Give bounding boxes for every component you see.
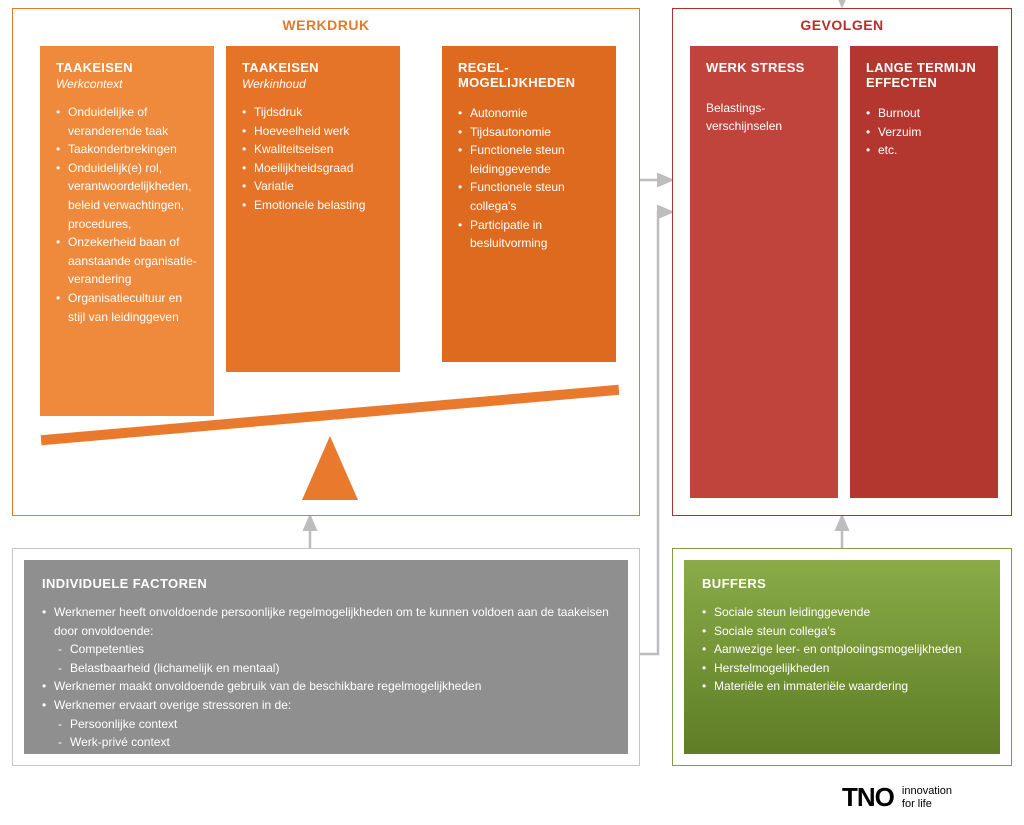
card-title: TAAKEISEN <box>56 60 200 75</box>
list-item: Participatie in besluitvorming <box>458 216 602 253</box>
werkdruk-title: WERKDRUK <box>13 9 639 37</box>
list-item: Herstelmogelijkheden <box>702 659 982 678</box>
list-item: Werknemer ervaart overige stressoren in … <box>42 696 610 752</box>
list-item: Tijdsdruk <box>242 103 386 122</box>
list-item: Werknemer maakt onvoldoende gebruik van … <box>42 677 610 696</box>
list-item: Taakonderbrekingen <box>56 140 200 159</box>
list-item: Functionele steun collega's <box>458 178 602 215</box>
list-item: Onduidelijke of veranderende taak <box>56 103 200 140</box>
list-item: Onzekerheid baan of aanstaande organisat… <box>56 233 200 289</box>
card-taakeisen_inhoud: TAAKEISEN Werkinhoud TijdsdrukHoeveelheid … <box>226 46 400 372</box>
list-item: Aanwezige leer- en ontplooiingsmogelijkh… <box>702 640 982 659</box>
card-subtitle: Werkcontext <box>56 77 200 91</box>
card-list: BurnoutVerzuimetc. <box>866 104 984 160</box>
list-subitem: Competenties <box>58 640 610 659</box>
card-taakeisen_context: TAAKEISEN Werkcontext Onduidelijke of vera… <box>40 46 214 416</box>
card-title: LANGE TERMIJN EFFECTEN <box>866 60 984 90</box>
buffers-list: Sociale steun leidinggevendeSociale steu… <box>702 603 982 696</box>
card-title: TAAKEISEN <box>242 60 386 75</box>
tno-logo: TNO innovation for life <box>842 782 952 813</box>
individuele-list: Werknemer heeft onvoldoende persoonlijke… <box>42 603 610 752</box>
individuele-card-title: INDIVIDUELE FACTOREN <box>42 576 610 591</box>
list-subitem: Persoonlijke context <box>58 715 610 734</box>
card-werkstress: WERK STRESS Belastings­verschijnselen <box>690 46 838 498</box>
card-title: WERK STRESS <box>706 60 824 75</box>
list-item: Verzuim <box>866 123 984 142</box>
list-item: etc. <box>866 141 984 160</box>
buffers-card: BUFFERS Sociale steun leidinggevendeSoci… <box>684 560 1000 754</box>
individuele-card: INDIVIDUELE FACTOREN Werknemer heeft onv… <box>24 560 628 754</box>
card-body: Belastings­verschijnselen <box>706 99 824 135</box>
list-item: Functionele steun leiding­gevende <box>458 141 602 178</box>
list-item: Emotionele belasting <box>242 196 386 215</box>
card-list: TijdsdrukHoeveelheid werkKwaliteitseisen… <box>242 103 386 215</box>
list-subitem: Werk-privé context <box>58 733 610 752</box>
tno-wordmark: TNO <box>842 782 894 813</box>
buffers-card-title: BUFFERS <box>702 576 982 591</box>
list-item: Materiële en immateriële waardering <box>702 677 982 696</box>
list-subitem: Belastbaarheid (lichamelijk en mentaal) <box>58 659 610 678</box>
list-item: Sociale steun leidinggevende <box>702 603 982 622</box>
card-langetermijn: LANGE TERMIJN EFFECTEN BurnoutVerzuimetc. <box>850 46 998 498</box>
card-list: Onduidelijke of veranderende taakTaakond… <box>56 103 200 326</box>
card-list: AutonomieTijdsautonomieFunctionele steun… <box>458 104 602 253</box>
card-title: REGEL­MOGELIJKHEDEN <box>458 60 602 90</box>
list-item: Werknemer heeft onvoldoende persoonlijke… <box>42 603 610 677</box>
gevolgen-title: GEVOLGEN <box>673 9 1011 37</box>
list-item: Organisatiecultuur en stijl van leidingg… <box>56 289 200 326</box>
list-item: Moeilijkheids­graad <box>242 159 386 178</box>
card-regelmogelijkheden: REGEL­MOGELIJKHEDEN AutonomieTijdsautonom… <box>442 46 616 362</box>
list-item: Variatie <box>242 177 386 196</box>
tno-tagline: innovation for life <box>902 785 952 809</box>
list-item: Burnout <box>866 104 984 123</box>
list-item: Autonomie <box>458 104 602 123</box>
list-item: Hoeveelheid werk <box>242 122 386 141</box>
card-subtitle: Werkinhoud <box>242 77 386 91</box>
list-item: Tijdsautonomie <box>458 123 602 142</box>
list-item: Sociale steun collega's <box>702 622 982 641</box>
list-item: Kwaliteitseisen <box>242 140 386 159</box>
list-item: Onduidelijk(e) rol, verantwoordelijk­hed… <box>56 159 200 233</box>
seesaw-pivot <box>302 436 358 500</box>
